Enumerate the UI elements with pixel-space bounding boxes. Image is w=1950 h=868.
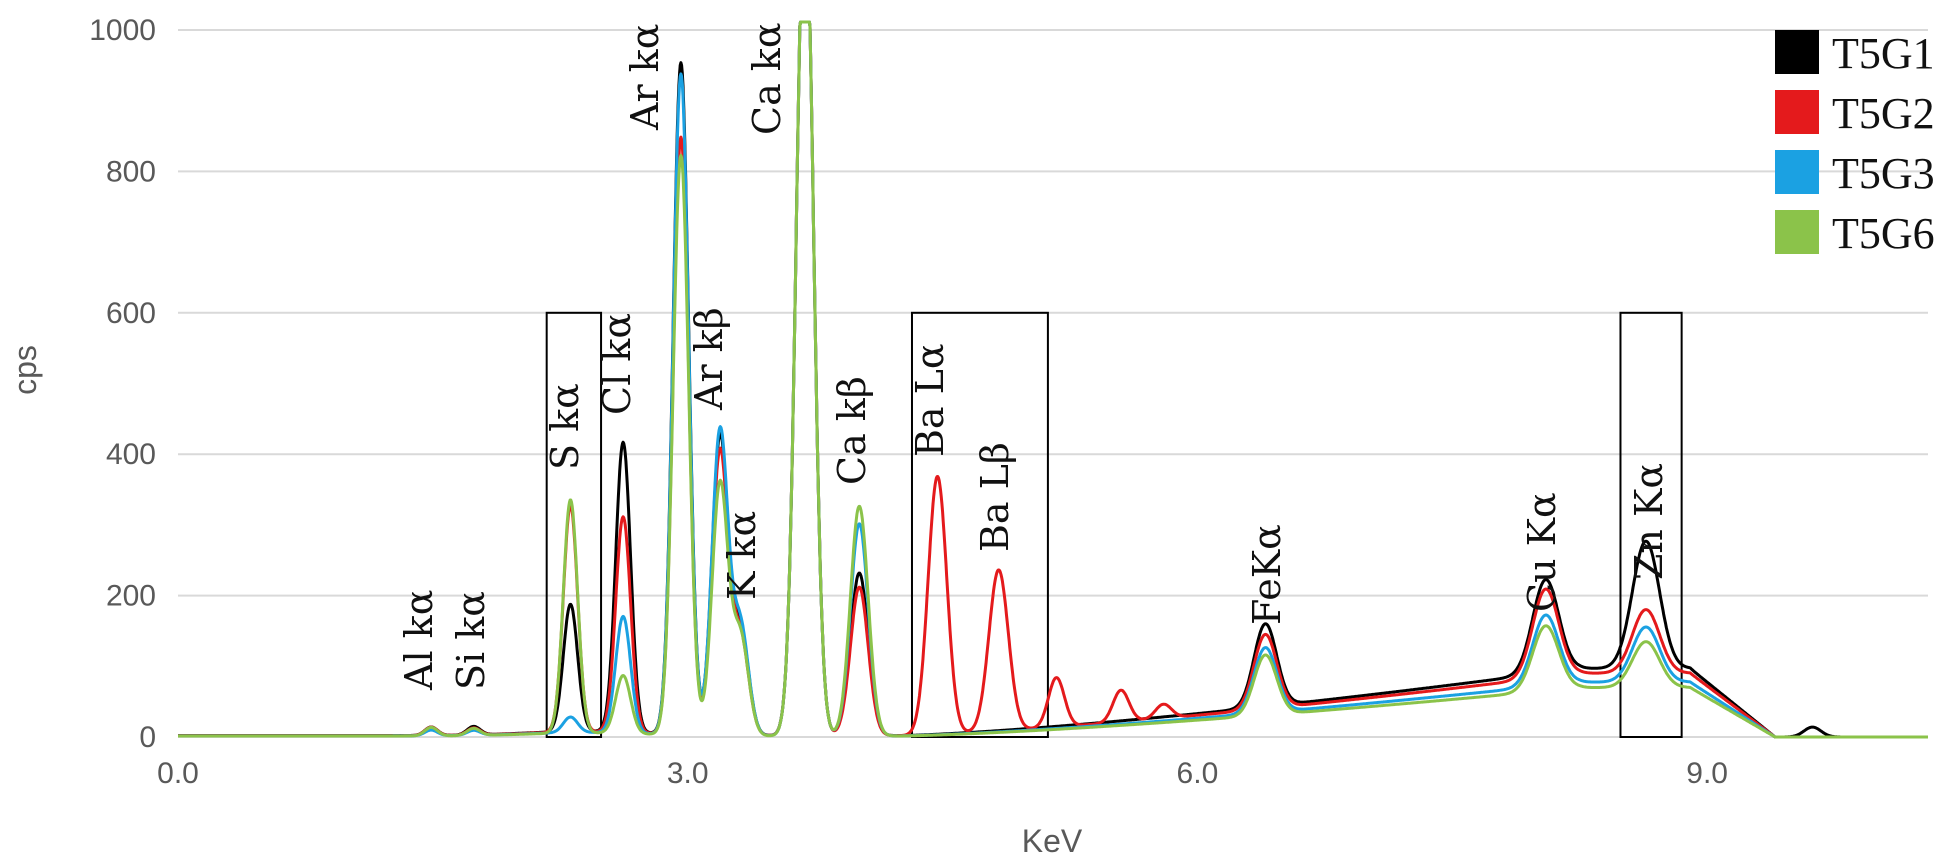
peak-label: Ca kα bbox=[745, 23, 789, 136]
x-axis-title: KeV bbox=[1022, 823, 1083, 859]
y-tick-label: 400 bbox=[106, 438, 156, 471]
y-tick-label: 0 bbox=[139, 721, 156, 754]
peak-label: Cu Kα bbox=[1520, 492, 1564, 612]
peak-label: FeKα bbox=[1245, 524, 1289, 625]
legend-swatch bbox=[1775, 210, 1819, 254]
x-tick-label: 9.0 bbox=[1686, 757, 1728, 790]
legend-swatch bbox=[1775, 150, 1819, 194]
legend-label: T5G2 bbox=[1832, 89, 1935, 138]
peak-label: Cl kα bbox=[595, 313, 639, 415]
legend: T5G1 T5G2 T5G3 T5G6 bbox=[1775, 29, 1935, 258]
legend-swatch bbox=[1775, 90, 1819, 134]
y-axis-title: cps bbox=[7, 345, 43, 395]
x-tick-label: 3.0 bbox=[667, 757, 709, 790]
highlight-boxes bbox=[545, 311, 1683, 738]
legend-label: T5G3 bbox=[1832, 149, 1935, 198]
y-tick-label: 1000 bbox=[89, 14, 156, 47]
legend-label: T5G6 bbox=[1832, 209, 1935, 258]
peak-label: Ar kβ bbox=[687, 307, 731, 411]
axis-ticks: 0 200 400 600 800 1000 0.0 3.0 6.0 9.0 bbox=[89, 14, 1728, 790]
legend-label: T5G1 bbox=[1832, 29, 1935, 78]
peak-label: Ca kβ bbox=[830, 376, 874, 485]
highlight-box bbox=[910, 311, 1049, 738]
series-line-t5g6 bbox=[177, 20, 1929, 739]
legend-swatch bbox=[1775, 30, 1819, 74]
x-tick-label: 6.0 bbox=[1177, 757, 1219, 790]
peak-label: S kα bbox=[543, 383, 587, 470]
highlight-box bbox=[1619, 311, 1683, 738]
highlight-box bbox=[545, 311, 603, 738]
peak-label: Ba Lα bbox=[908, 343, 952, 457]
peak-label: Ar kα bbox=[623, 24, 667, 131]
peak-label: Zn Kα bbox=[1627, 463, 1671, 580]
y-tick-label: 800 bbox=[106, 155, 156, 188]
peak-label: Ba Lβ bbox=[973, 442, 1017, 552]
y-tick-label: 200 bbox=[106, 580, 156, 613]
y-tick-label: 600 bbox=[106, 297, 156, 330]
peak-label: Al kα bbox=[397, 590, 441, 691]
peak-label: Si kα bbox=[449, 591, 493, 690]
peak-label: K kα bbox=[720, 511, 764, 600]
series-lines bbox=[177, 20, 1929, 739]
x-tick-label: 0.0 bbox=[157, 757, 199, 790]
